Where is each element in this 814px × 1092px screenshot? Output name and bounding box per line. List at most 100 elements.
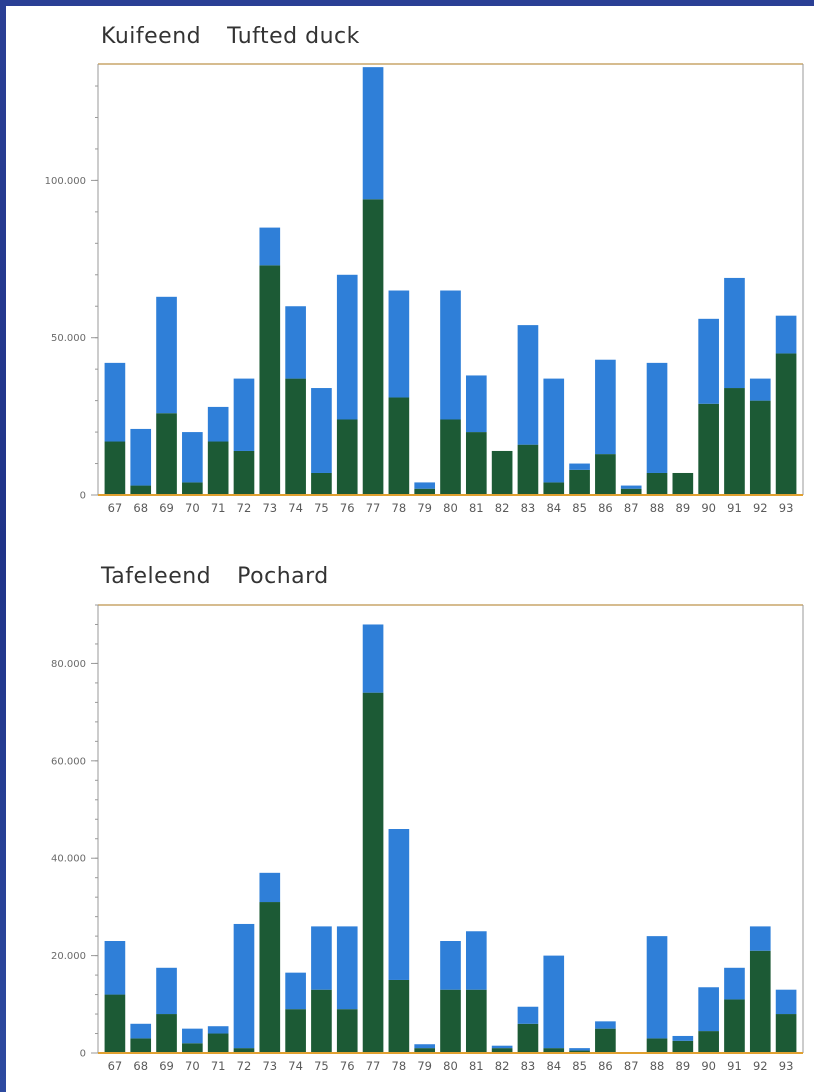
bar-lower-69 (156, 1014, 177, 1053)
bar-lower-70 (182, 1043, 203, 1053)
bar-upper-71 (207, 406, 229, 442)
bar-lower-67 (104, 441, 126, 495)
x-tick-label: 86 (598, 501, 613, 515)
x-tick-label: 90 (701, 501, 716, 515)
x-tick-label: 70 (185, 1059, 200, 1073)
bar-upper-80 (440, 941, 461, 990)
page: Kuifeend Tufted duck 0 50.000 100.000 67 68 69… (6, 6, 814, 1092)
bar-lower-78 (388, 397, 410, 495)
bar-upper-81 (465, 375, 487, 433)
x-tick-label: 69 (159, 501, 174, 515)
bar-lower-88 (646, 472, 668, 495)
x-tick-label: 92 (753, 501, 768, 515)
bar-upper-68 (130, 428, 152, 486)
bar-upper-77 (362, 624, 384, 693)
bar-upper-78 (388, 290, 410, 398)
bar-upper-67 (104, 362, 126, 442)
bar-lower-72 (233, 450, 255, 495)
bar-upper-78 (388, 829, 410, 980)
bar-lower-85 (569, 469, 590, 495)
x-tick-label: 82 (495, 501, 510, 515)
bar-upper-67 (104, 941, 126, 995)
bar-lower-82 (491, 1048, 513, 1053)
x-tick-label: 81 (469, 501, 484, 515)
bar-upper-83 (517, 325, 539, 445)
bar-lower-87 (620, 488, 642, 495)
x-tick-label: 92 (753, 1059, 768, 1073)
x-tick-label: 93 (779, 1059, 794, 1073)
x-tick-label: 68 (133, 1059, 148, 1073)
bar-upper-90 (698, 318, 719, 404)
x-tick-label: 83 (521, 1059, 536, 1073)
bar-lower-80 (440, 989, 461, 1053)
bar-upper-73 (259, 227, 281, 266)
bar-upper-83 (517, 1006, 539, 1024)
x-tick-label: 77 (366, 501, 381, 515)
bar-upper-91 (724, 967, 745, 1000)
bar-lower-76 (336, 1009, 358, 1053)
y-tick-label: 50.000 (51, 333, 86, 344)
bar-upper-90 (698, 987, 719, 1032)
bar-upper-82 (491, 1045, 513, 1049)
bar-lower-80 (440, 419, 461, 495)
x-tick-label: 72 (237, 1059, 252, 1073)
chart-1-title-en: Tufted duck (227, 24, 360, 49)
bar-upper-79 (414, 482, 436, 489)
bar-lower-86 (595, 454, 616, 495)
bar-upper-91 (724, 277, 745, 389)
chart-2-title: Tafeleend Pochard (101, 564, 355, 589)
bar-lower-76 (336, 419, 358, 495)
bar-lower-83 (517, 1023, 539, 1053)
x-tick-label: 88 (650, 501, 665, 515)
bar-lower-93 (775, 1014, 797, 1053)
bar-upper-73 (259, 872, 281, 903)
x-tick-label: 74 (288, 501, 303, 515)
x-tick-label: 80 (443, 501, 458, 515)
bar-upper-76 (336, 274, 358, 420)
bar-upper-81 (465, 931, 487, 990)
bar-upper-86 (595, 1021, 616, 1029)
bar-lower-91 (724, 388, 745, 495)
bar-lower-70 (182, 482, 203, 495)
bar-lower-91 (724, 999, 745, 1053)
x-tick-label: 79 (417, 1059, 432, 1073)
x-tick-label: 70 (185, 501, 200, 515)
bar-upper-87 (620, 485, 642, 489)
bar-lower-84 (543, 1048, 565, 1053)
bar-upper-74 (285, 306, 306, 379)
bar-lower-73 (259, 902, 281, 1053)
x-tick-label: 67 (108, 1059, 123, 1073)
bar-lower-74 (285, 378, 306, 495)
y-tick-label: 60.000 (51, 756, 86, 767)
chart-tufted-duck: 0 50.000 100.000 67 68 69 70 71 72 73 74 75 76 77 78 79… (45, 63, 804, 515)
bar-upper-85 (569, 463, 590, 470)
y-tick-label: 80.000 (51, 659, 86, 670)
y-tick-label: 40.000 (51, 854, 86, 865)
bar-lower-83 (517, 444, 539, 495)
x-tick-label: 84 (546, 1059, 561, 1073)
chart-2-title-nl: Tafeleend (101, 564, 212, 589)
bar-lower-71 (207, 1033, 229, 1053)
bar-upper-85 (569, 1048, 590, 1051)
bar-lower-90 (698, 403, 719, 495)
bar-lower-73 (259, 265, 281, 495)
bar-upper-92 (749, 378, 771, 401)
bar-upper-77 (362, 67, 384, 200)
x-tick-label: 76 (340, 1059, 355, 1073)
bar-upper-71 (207, 1026, 229, 1034)
x-tick-label: 73 (262, 1059, 277, 1073)
bar-lower-69 (156, 413, 177, 495)
bar-upper-88 (646, 362, 668, 473)
bar-upper-74 (285, 972, 306, 1010)
y-tick-label: 0 (80, 491, 86, 502)
x-tick-label: 78 (392, 501, 407, 515)
bar-lower-81 (465, 989, 487, 1053)
x-tick-label: 71 (211, 1059, 226, 1073)
chart-1-title-nl: Kuifeend (101, 24, 202, 49)
x-tick-label: 69 (159, 1059, 174, 1073)
bar-upper-84 (543, 378, 565, 483)
y-tick-label: 20.000 (51, 951, 86, 962)
x-tick-label: 93 (779, 501, 794, 515)
bar-lower-67 (104, 994, 126, 1053)
bar-lower-68 (130, 1038, 152, 1053)
